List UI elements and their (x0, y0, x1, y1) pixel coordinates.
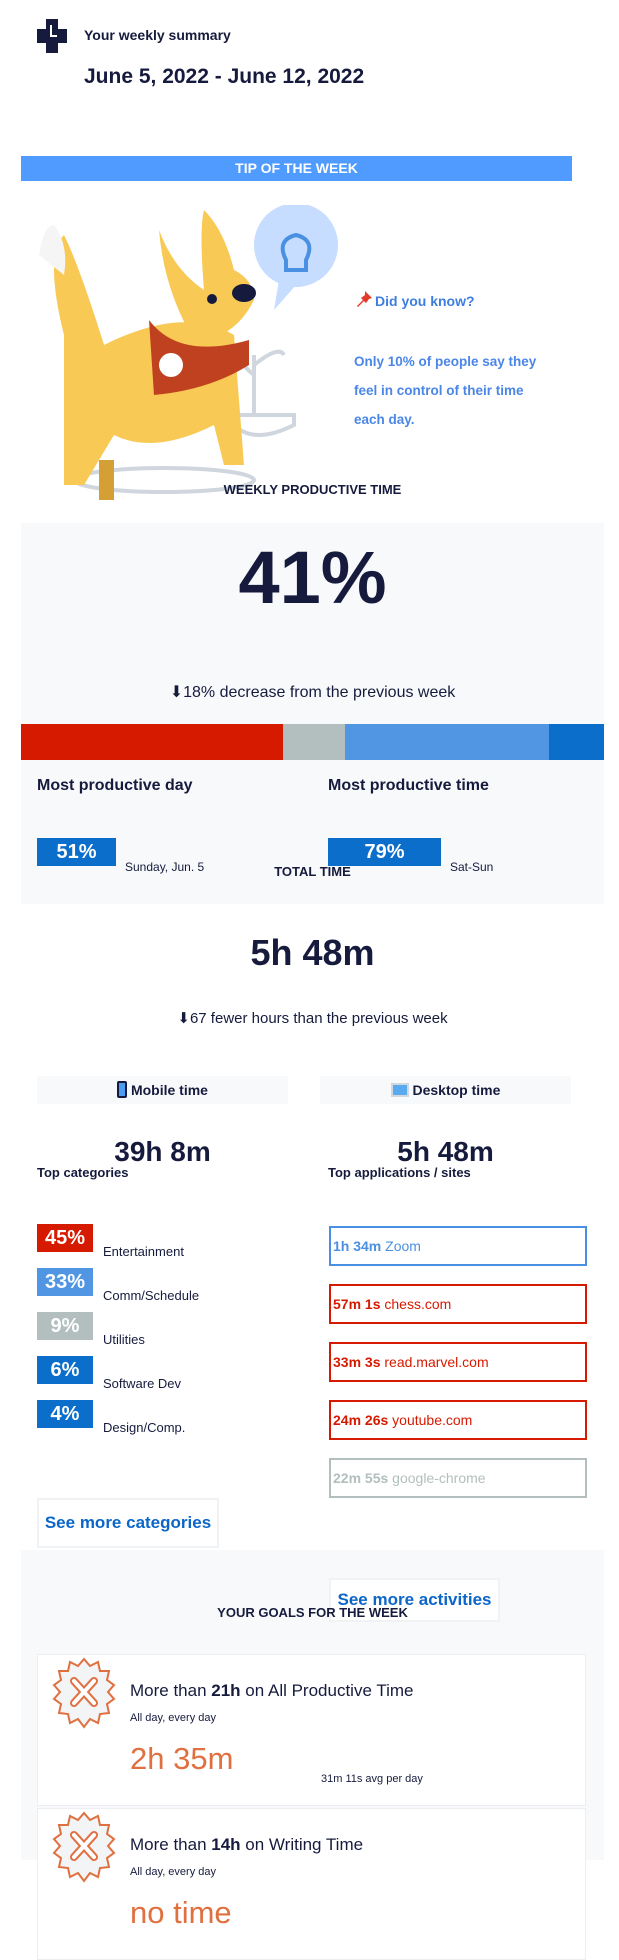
app-item[interactable]: 33m 3s read.marvel.com (329, 1342, 587, 1382)
goal-schedule: All day, every day (130, 1866, 217, 1878)
productive-value: 41% (238, 536, 387, 619)
goal-average: 31m 11s avg per day (321, 1773, 423, 1785)
app-item[interactable]: 57m 1s chess.com (329, 1284, 587, 1324)
bar-segment (21, 724, 284, 760)
bar-segment (344, 724, 549, 760)
bar-segment (283, 724, 345, 760)
desktop-monitor-icon (390, 1083, 409, 1097)
app-time: 24m 26s (333, 1412, 389, 1428)
app-time: 22m 55s (333, 1470, 389, 1486)
arrow-down-icon: ⬇ (177, 1010, 190, 1027)
arrow-down-icon: ⬇ (169, 684, 184, 701)
see-more-activities-button[interactable]: See more activities (329, 1578, 500, 1622)
corgi-illustration (39, 205, 338, 500)
category-label: Comm/Schedule (103, 1288, 200, 1303)
productive-time-value: 79% (328, 838, 441, 866)
goal-amount: 14h (211, 1835, 241, 1854)
productivity-bar (21, 724, 604, 760)
goal-result: 2h 35m (130, 1741, 234, 1776)
category-label: Software Dev (103, 1376, 182, 1391)
tip-banner: TIP OF THE WEEK (21, 156, 572, 181)
goal-suffix: on Writing Time (240, 1835, 364, 1854)
app-name: google-chrome (392, 1470, 486, 1486)
goal-amount: 21h (211, 1681, 241, 1700)
summary-title: Your weekly summary (84, 27, 231, 43)
goal-card[interactable]: More than 14h on Writing Time All day, e… (37, 1808, 586, 1960)
app-time: 57m 1s (333, 1296, 381, 1312)
apps-title: Top applications / sites (328, 1165, 471, 1180)
goal-result: no time (130, 1895, 232, 1930)
app-name: chess.com (384, 1296, 452, 1312)
total-title: TOTAL TIME (274, 864, 351, 879)
productive-title: WEEKLY PRODUCTIVE TIME (223, 482, 402, 497)
goals-title: YOUR GOALS FOR THE WEEK (217, 1605, 408, 1620)
bar-segment (548, 724, 604, 760)
category-percent: 33% (37, 1268, 93, 1296)
app-name: youtube.com (392, 1412, 473, 1428)
categories-title: Top categories (37, 1165, 129, 1180)
tip-heading: Did you know? (375, 293, 475, 309)
goal-prefix: More than (130, 1681, 212, 1700)
category-label: Entertainment (103, 1244, 184, 1259)
productive-time-label: Most productive time (328, 777, 489, 794)
app-item[interactable]: 1h 34m Zoom (329, 1226, 587, 1266)
goal-suffix: on All Productive Time (240, 1681, 414, 1700)
total-value: 5h 48m (250, 932, 375, 973)
tip-text: Only 10% of people say they feel in cont… (354, 354, 537, 427)
app-time: 1h 34m (333, 1238, 382, 1254)
category-label: Utilities (103, 1332, 145, 1347)
productive-day-value: 51% (37, 838, 116, 866)
app-item[interactable]: 24m 26s youtube.com (329, 1400, 587, 1440)
category-percent: 6% (37, 1356, 93, 1384)
category-label: Design/Comp. (103, 1420, 186, 1435)
date-range: June 5, 2022 - June 12, 2022 (84, 65, 365, 88)
mobile-phone-icon (117, 1081, 128, 1098)
goal-schedule: All day, every day (130, 1712, 217, 1724)
category-percent: 45% (37, 1224, 93, 1252)
productive-change: 18% decrease from the previous week (183, 684, 456, 701)
mobile-time-value: 39h 8m (114, 1136, 211, 1167)
goal-prefix: More than (130, 1835, 212, 1854)
clock-cross-logo (37, 19, 67, 53)
productive-day-label: Most productive day (37, 777, 193, 794)
productive-day-detail: Sunday, Jun. 5 (125, 860, 205, 874)
app-time: 33m 3s (333, 1354, 381, 1370)
see-more-categories-button[interactable]: See more categories (37, 1498, 219, 1548)
total-change: 67 fewer hours than the previous week (189, 1010, 448, 1027)
desktop-time-label: Desktop time (412, 1082, 501, 1098)
app-item[interactable]: 22m 55s google-chrome (329, 1458, 587, 1498)
goal-card[interactable]: More than 21h on All Productive Time All… (37, 1654, 586, 1806)
productive-time-detail: Sat-Sun (450, 860, 494, 874)
goal-failed-badge-icon (52, 1811, 116, 1883)
mobile-time-label: Mobile time (130, 1082, 208, 1098)
productive-section (21, 523, 604, 904)
goal-failed-badge-icon (52, 1657, 116, 1729)
app-name: read.marvel.com (384, 1354, 489, 1370)
category-percent: 4% (37, 1400, 93, 1428)
app-name: Zoom (385, 1238, 421, 1254)
desktop-time-value: 5h 48m (397, 1136, 494, 1167)
pushpin-icon (357, 291, 372, 307)
category-percent: 9% (37, 1312, 93, 1340)
